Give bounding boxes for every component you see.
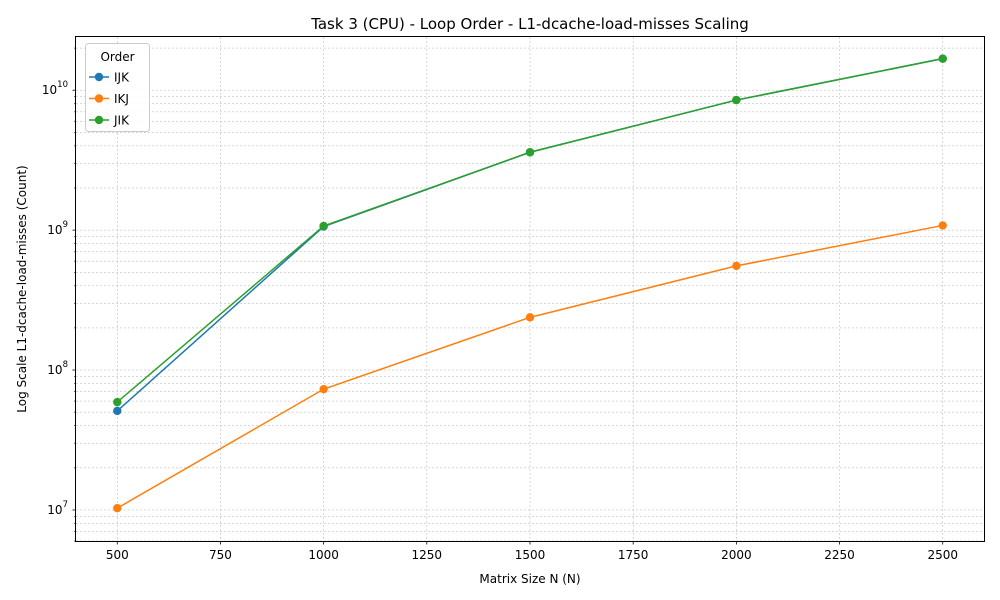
x-tick-label: 1250 bbox=[412, 548, 443, 562]
data-point-ikj bbox=[525, 313, 535, 322]
legend-entry-ikj: IKJ bbox=[89, 92, 129, 106]
x-axis-ticks: 500 750 1000 1250 1500 1750 2000 2250 2500 bbox=[106, 541, 958, 562]
x-tick-label: 750 bbox=[209, 548, 232, 562]
y-tick-label-exponent: 7 bbox=[63, 500, 68, 510]
legend: Order IJK IKJ JIK bbox=[85, 43, 150, 132]
legend-title: Order bbox=[100, 50, 134, 64]
x-tick-label: 2500 bbox=[927, 548, 958, 562]
data-point-jik bbox=[938, 54, 947, 63]
y-tick-label-base: 10 bbox=[42, 83, 57, 97]
chart-title: Task 3 (CPU) - Loop Order - L1-dcache-lo… bbox=[310, 15, 749, 33]
y-axis-title: Log Scale L1-dcache-load-misses (Count) bbox=[15, 165, 29, 412]
y-tick-label: 108 bbox=[47, 360, 68, 377]
data-point-jik bbox=[525, 148, 535, 157]
data-point-jik bbox=[319, 221, 328, 231]
y-tick-label-base: 10 bbox=[47, 363, 62, 377]
x-tick-label: 1750 bbox=[618, 548, 649, 562]
y-tick-label: 1010 bbox=[42, 80, 68, 97]
x-axis-title: Matrix Size N (N) bbox=[479, 572, 580, 586]
major-gridlines bbox=[76, 37, 984, 541]
legend-entries: IJK IKJ JIK bbox=[89, 71, 130, 128]
legend-entry-ijk: IJK bbox=[89, 71, 130, 85]
y-tick-label-exponent: 9 bbox=[63, 220, 68, 230]
data-point-ikj bbox=[732, 261, 741, 271]
x-tick-label: 2000 bbox=[721, 548, 752, 562]
y-tick-label-exponent: 10 bbox=[57, 80, 68, 90]
data-point-jik bbox=[113, 397, 122, 407]
data-point-ikj bbox=[319, 384, 328, 394]
legend-marker-ijk bbox=[94, 72, 104, 82]
legend-label-ijk: IJK bbox=[114, 71, 130, 85]
y-tick-label-exponent: 8 bbox=[63, 360, 68, 370]
series-ikj bbox=[113, 221, 947, 513]
data-point-jik bbox=[732, 95, 741, 105]
y-tick-label: 107 bbox=[47, 500, 68, 517]
series-layer bbox=[113, 54, 947, 513]
x-tick-label: 1500 bbox=[515, 548, 546, 562]
y-tick-label-base: 10 bbox=[47, 503, 62, 517]
legend-label-ikj: IKJ bbox=[114, 92, 129, 106]
x-tick-label: 2250 bbox=[824, 548, 855, 562]
legend-marker-jik bbox=[94, 115, 104, 125]
legend-marker-ikj bbox=[94, 94, 104, 103]
data-point-ikj bbox=[113, 503, 122, 513]
y-tick-label: 109 bbox=[47, 220, 68, 237]
legend-label-jik: JIK bbox=[113, 114, 130, 128]
data-point-ikj bbox=[938, 221, 947, 230]
legend-entry-jik: JIK bbox=[89, 114, 130, 128]
legend-box bbox=[85, 43, 150, 132]
series-jik bbox=[113, 54, 947, 407]
y-tick-label-base: 10 bbox=[47, 223, 62, 237]
data-point-ijk bbox=[113, 406, 122, 416]
x-tick-label: 500 bbox=[106, 548, 129, 562]
x-tick-label: 1000 bbox=[308, 548, 339, 562]
